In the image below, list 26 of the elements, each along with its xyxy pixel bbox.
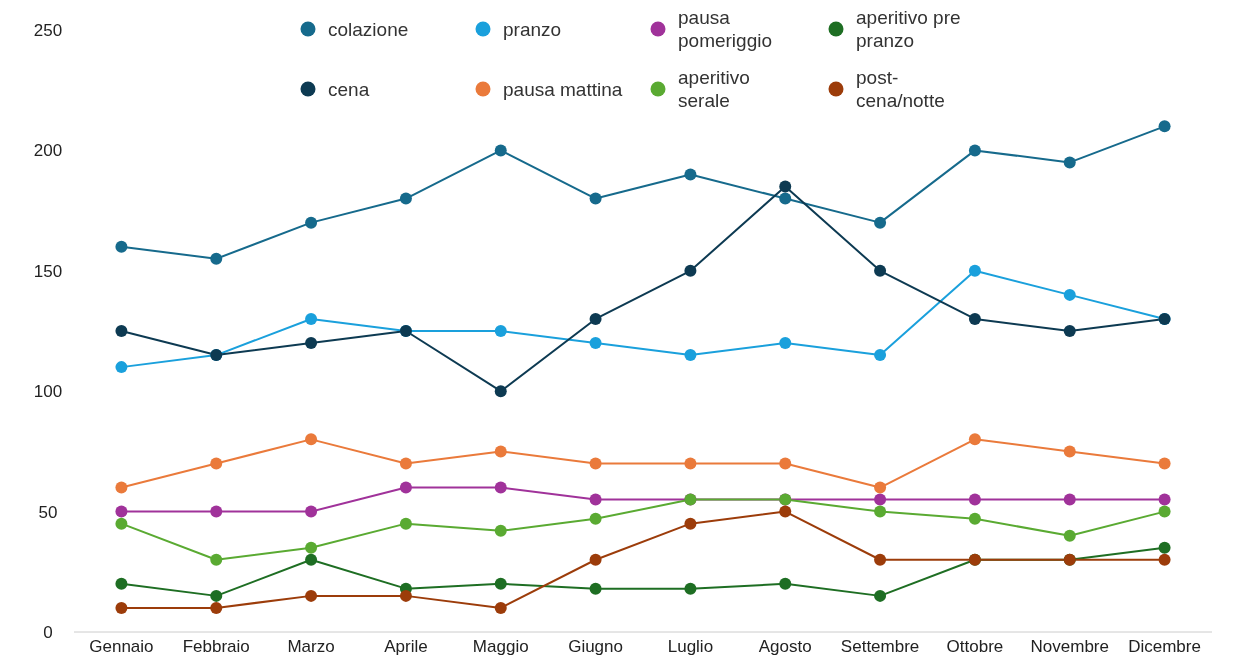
y-tick-label: 100 xyxy=(33,382,63,402)
y-tick-label: 50 xyxy=(38,502,58,522)
y-tick-label: 150 xyxy=(33,261,63,281)
y-tick-label: 250 xyxy=(33,21,63,41)
x-tick-label: Febbraio xyxy=(182,637,250,657)
legend-label: cena xyxy=(328,77,371,101)
x-tick-label: Agosto xyxy=(758,637,812,657)
legend-label: post-cena/notte xyxy=(856,66,946,112)
legend-label: aperitivo serale xyxy=(678,66,751,112)
legend-label: aperitivo pre pranzo xyxy=(856,6,962,52)
x-tick-label: Settembre xyxy=(840,637,920,657)
y-tick-label: 200 xyxy=(33,141,63,161)
x-tick-label: Marzo xyxy=(287,637,335,657)
x-tick-label: Ottobre xyxy=(946,637,1004,657)
x-tick-label: Giugno xyxy=(568,637,623,657)
legend-label: pausa mattina xyxy=(503,77,623,101)
y-tick-label: 0 xyxy=(43,623,53,643)
x-tick-label: Dicembre xyxy=(1128,637,1201,657)
x-tick-label: Gennaio xyxy=(89,637,154,657)
x-tick-label: Maggio xyxy=(472,637,529,657)
legend-label: pranzo xyxy=(503,17,563,41)
legend-label: pausa pomeriggio xyxy=(678,6,773,52)
x-tick-label: Luglio xyxy=(667,637,714,657)
legend-label: colazione xyxy=(328,17,410,41)
x-tick-label: Novembre xyxy=(1030,637,1109,657)
x-tick-label: Aprile xyxy=(384,637,428,657)
